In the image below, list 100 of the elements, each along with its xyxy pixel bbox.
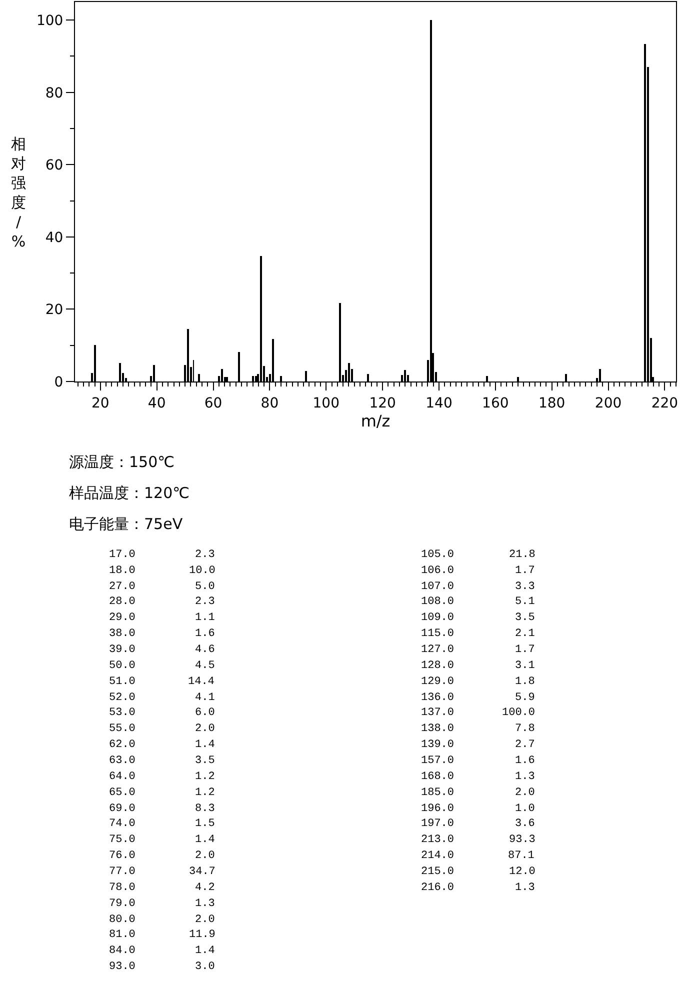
y-tick-label: 100 (36, 12, 64, 29)
text: 3.6 (515, 818, 535, 830)
text: 1.2 (195, 787, 215, 799)
text: 81.0 (109, 929, 136, 941)
text: 28.0 (109, 596, 136, 608)
text: 108.0 (421, 596, 454, 608)
text: 3.0 (195, 961, 215, 973)
text: 185.0 (421, 787, 454, 799)
text: 5.0 (195, 581, 215, 593)
text: 69.0 (109, 803, 136, 815)
text: 39.0 (109, 644, 136, 656)
text: 2.0 (195, 914, 215, 926)
y-axis-title: 相对强度/% (11, 135, 26, 250)
text: 216.0 (421, 882, 454, 894)
text: 10.0 (189, 565, 216, 577)
text: 14.4 (188, 676, 215, 688)
text: 107.0 (421, 581, 454, 593)
text: 214.0 (421, 850, 454, 862)
text: 样品温度：120℃ (69, 484, 190, 502)
text: 2.0 (515, 787, 535, 799)
text: 197.0 (421, 818, 454, 830)
text: 1.6 (515, 755, 535, 767)
text: 34.7 (189, 866, 216, 878)
text: 64.0 (109, 771, 136, 783)
text: 75.0 (109, 834, 136, 846)
text: 1.4 (195, 739, 216, 751)
text: 2.0 (195, 850, 215, 862)
text: 138.0 (421, 723, 454, 735)
text: 18.0 (109, 565, 136, 577)
text: 1.5 (195, 818, 215, 830)
text: 105.0 (421, 549, 454, 561)
text: 129.0 (421, 676, 454, 688)
x-axis-title: m/z (360, 411, 390, 430)
text: 79.0 (109, 898, 136, 910)
text: 2.0 (195, 723, 215, 735)
text: 5.9 (515, 692, 535, 704)
x-tick-label: 200 (594, 395, 622, 412)
text: 137.0 (421, 707, 454, 719)
text: 1.1 (195, 612, 216, 624)
text: 77.0 (109, 866, 136, 878)
y-tick-label: 0 (54, 374, 64, 390)
text: 2.3 (195, 596, 215, 608)
text: 38.0 (109, 628, 136, 640)
x-tick-label: 120 (369, 395, 396, 412)
text: 50.0 (109, 660, 136, 672)
x-tick-label: 180 (538, 395, 566, 412)
text: 29.0 (109, 612, 136, 624)
text: 1.7 (515, 644, 535, 656)
text: 139.0 (421, 739, 454, 751)
text: 3.1 (515, 660, 536, 672)
y-tick-label: 40 (45, 230, 64, 246)
text: 4.2 (195, 882, 215, 894)
text: 1.2 (195, 771, 215, 783)
text: 1.0 (515, 803, 535, 815)
text: 157.0 (421, 755, 454, 767)
y-tick-label: 60 (45, 158, 64, 174)
x-tick-label: 40 (148, 395, 166, 412)
text: 53.0 (109, 707, 136, 719)
x-tick-label: 140 (426, 395, 452, 412)
text: 51.0 (109, 676, 136, 688)
text: 1.3 (515, 882, 535, 894)
text: 4.1 (195, 692, 216, 704)
text: 78.0 (109, 882, 136, 894)
text: 6.0 (195, 707, 215, 719)
text: 1.3 (515, 771, 535, 783)
text: 63.0 (109, 755, 136, 767)
x-tick-label: 220 (651, 395, 678, 412)
x-tick-label: 60 (204, 395, 222, 412)
x-tick-label: 80 (260, 395, 279, 412)
text: 74.0 (109, 818, 136, 830)
text: 115.0 (421, 628, 454, 640)
text: 2.1 (515, 628, 536, 640)
text: 1.3 (195, 898, 215, 910)
text: 1.4 (195, 945, 216, 957)
text: 21.8 (509, 549, 536, 561)
text: 1.8 (515, 676, 535, 688)
text: 1.6 (195, 628, 215, 640)
text: 100.0 (502, 707, 536, 719)
text: 62.0 (109, 739, 136, 751)
text: 106.0 (421, 565, 454, 577)
text: 4.5 (195, 660, 215, 672)
text: 3.5 (195, 755, 215, 767)
text: 84.0 (109, 945, 136, 957)
x-tick-label: 20 (91, 395, 110, 412)
text: 109.0 (421, 612, 454, 624)
x-tick-label: 100 (312, 395, 340, 412)
text: 11.9 (189, 929, 216, 941)
text: 2.7 (515, 739, 535, 751)
text: 1.4 (195, 834, 216, 846)
text: 源温度：150℃ (69, 453, 174, 471)
y-tick-label: 20 (45, 302, 64, 318)
text: 17.0 (109, 549, 136, 561)
text: 12.0 (509, 866, 536, 878)
text: 7.8 (515, 723, 535, 735)
text: 3.3 (515, 581, 535, 593)
text: 215.0 (421, 866, 454, 878)
text: 1.7 (515, 565, 535, 577)
text: 127.0 (421, 644, 454, 656)
text: 76.0 (109, 850, 136, 862)
text: 8.3 (195, 803, 215, 815)
